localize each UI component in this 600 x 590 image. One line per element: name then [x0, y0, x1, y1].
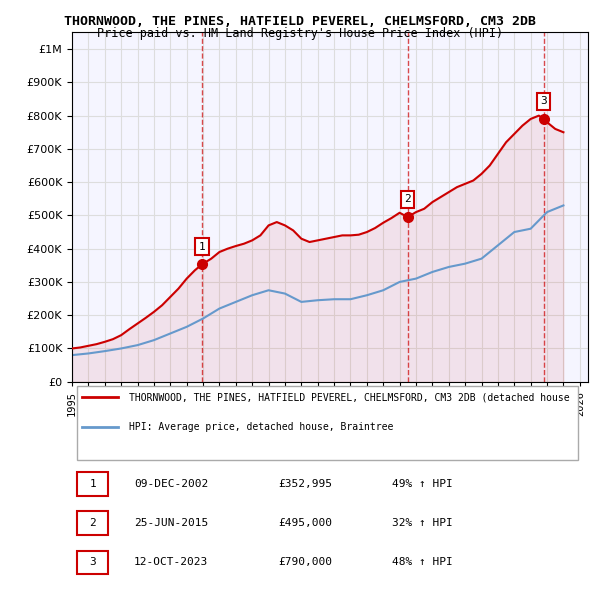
Text: 1: 1 — [89, 479, 96, 489]
Text: 25-JUN-2015: 25-JUN-2015 — [134, 518, 208, 528]
Text: 49% ↑ HPI: 49% ↑ HPI — [392, 479, 452, 489]
FancyBboxPatch shape — [77, 550, 108, 574]
Text: Price paid vs. HM Land Registry's House Price Index (HPI): Price paid vs. HM Land Registry's House … — [97, 27, 503, 40]
Text: 2: 2 — [89, 518, 96, 528]
Text: £352,995: £352,995 — [278, 479, 332, 489]
Text: THORNWOOD, THE PINES, HATFIELD PEVEREL, CHELMSFORD, CM3 2DB: THORNWOOD, THE PINES, HATFIELD PEVEREL, … — [64, 15, 536, 28]
Text: 1: 1 — [199, 242, 205, 252]
Text: 32% ↑ HPI: 32% ↑ HPI — [392, 518, 452, 528]
Text: £495,000: £495,000 — [278, 518, 332, 528]
Text: 09-DEC-2002: 09-DEC-2002 — [134, 479, 208, 489]
Text: £790,000: £790,000 — [278, 558, 332, 568]
Text: HPI: Average price, detached house, Braintree: HPI: Average price, detached house, Brai… — [129, 422, 393, 432]
Text: THORNWOOD, THE PINES, HATFIELD PEVEREL, CHELMSFORD, CM3 2DB (detached house: THORNWOOD, THE PINES, HATFIELD PEVEREL, … — [129, 392, 569, 402]
FancyBboxPatch shape — [77, 512, 108, 535]
FancyBboxPatch shape — [77, 386, 578, 460]
Text: 12-OCT-2023: 12-OCT-2023 — [134, 558, 208, 568]
Text: 48% ↑ HPI: 48% ↑ HPI — [392, 558, 452, 568]
FancyBboxPatch shape — [77, 472, 108, 496]
Text: 3: 3 — [89, 558, 96, 568]
Text: 2: 2 — [404, 195, 411, 204]
Text: 3: 3 — [540, 96, 547, 106]
